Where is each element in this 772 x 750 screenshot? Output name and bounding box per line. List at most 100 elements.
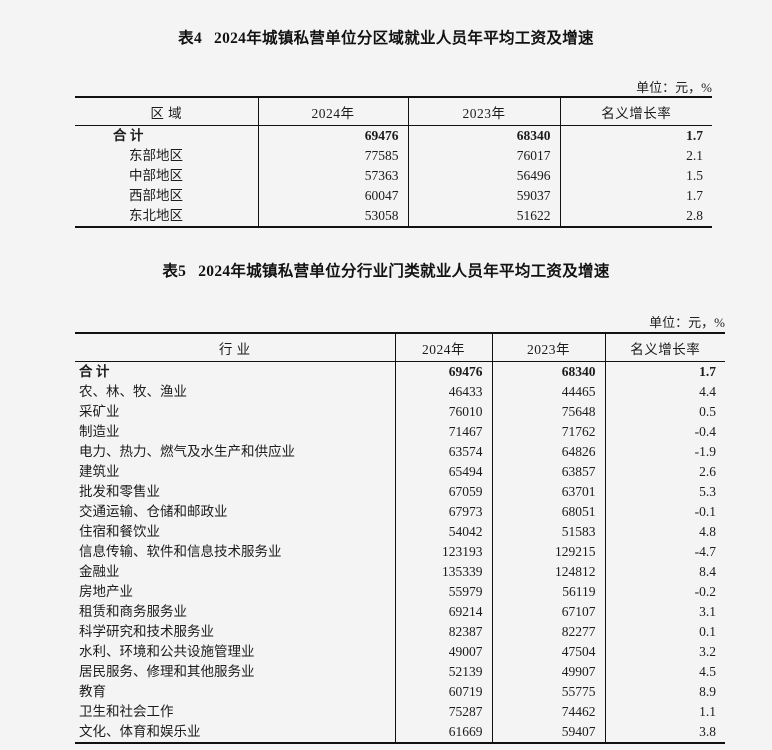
- table5-row-label: 科学研究和技术服务业: [79, 624, 214, 639]
- table5-cell-y2024: 61669: [394, 722, 492, 744]
- table5-cell-rate: 4.5: [604, 662, 725, 682]
- table4-row-label: 合 计: [75, 125, 258, 146]
- table4-row: 东北地区 53058 51622 2.8: [75, 206, 712, 228]
- table5-cell-rate: 0.1: [604, 622, 725, 642]
- table5-cell-y2023: 49907: [491, 662, 605, 682]
- table5-cell-rate: 2.6: [604, 462, 725, 482]
- table5-row-label: 水利、环境和公共设施管理业: [79, 644, 255, 659]
- table5-row-label: 信息传输、软件和信息技术服务业: [79, 544, 282, 559]
- table5-cell-rate: -1.9: [604, 442, 725, 462]
- table5-cell-rate: 3.8: [604, 722, 725, 744]
- table5-row: 交通运输、仓储和邮政业 67973 68051 -0.1: [75, 502, 725, 522]
- table5-row-label: 合 计: [75, 361, 395, 382]
- table4: 区 域 2024年 2023年 名义增长率合 计 69476 68340 1.7 东部地区 77…: [75, 96, 712, 228]
- table5-cell-y2024: 55979: [394, 582, 492, 602]
- table5-row-label: 建筑业: [79, 464, 120, 479]
- table5-cell-y2023: 129215: [491, 542, 605, 562]
- table4-cell-y2024: 69476: [257, 125, 408, 146]
- table5-cell-y2023: 68051: [491, 502, 605, 522]
- table5-row-label: 金融业: [79, 564, 120, 579]
- table5-cell-rate: 8.9: [604, 682, 725, 702]
- table5-cell-rate: 3.1: [604, 602, 725, 622]
- table4-cell-rate: 1.7: [559, 125, 712, 146]
- table4-row: 东部地区 77585 76017 2.1: [75, 146, 712, 166]
- table5-cell-y2024: 49007: [394, 642, 492, 662]
- table5-cell-rate: 3.2: [604, 642, 725, 662]
- table5-row-label: 居民服务、修理和其他服务业: [79, 664, 255, 679]
- table5-cell-rate: -0.1: [604, 502, 725, 522]
- table4-unit-note: 单位：元，%: [636, 80, 712, 95]
- table5-row-label: 教育: [79, 684, 106, 699]
- table5-row: 建筑业 65494 63857 2.6: [75, 462, 725, 482]
- table4-row-label: 东部地区: [129, 148, 183, 163]
- table5-row-label: 住宿和餐饮业: [79, 524, 160, 539]
- table5-cell-y2024: 76010: [394, 402, 492, 422]
- table5-row: 采矿业 76010 75648 0.5: [75, 402, 725, 422]
- table5-title-text: 2024年城镇私营单位分行业门类就业人员年平均工资及增速: [198, 263, 610, 280]
- table4-cell-y2024: 53058: [257, 206, 408, 228]
- table5-cell-rate: 8.4: [604, 562, 725, 582]
- table5-cell-y2023: 68340: [491, 361, 605, 382]
- table4-cell-y2024: 60047: [257, 186, 408, 206]
- table5-row: 合 计 69476 68340 1.7: [75, 361, 725, 382]
- table5-cell-y2023: 56119: [491, 582, 605, 602]
- table5-cell-y2023: 67107: [491, 602, 605, 622]
- table5-cell-y2024: 67059: [394, 482, 492, 502]
- table5-col-header: 2023年: [491, 332, 605, 362]
- table5-cell-y2023: 71762: [491, 422, 605, 442]
- table5-row: 制造业 71467 71762 -0.4: [75, 422, 725, 442]
- table5-row: 文化、体育和娱乐业 61669 59407 3.8: [75, 722, 725, 744]
- table4-cell-y2023: 76017: [407, 146, 560, 166]
- table4-row-label: 东北地区: [75, 206, 258, 228]
- table5-cell-y2023: 64826: [491, 442, 605, 462]
- table4-cell-rate: 2.1: [559, 146, 712, 166]
- table4-title-text: 2024年城镇私营单位分区域就业人员年平均工资及增速: [214, 30, 594, 47]
- table5-cell-y2023: 124812: [491, 562, 605, 582]
- table5-cell-y2024: 69476: [394, 361, 492, 382]
- table5-cell-rate: 5.3: [604, 482, 725, 502]
- table5-cell-y2023: 59407: [491, 722, 605, 744]
- table5-cell-y2024: 46433: [394, 382, 492, 402]
- table4-row-label: 中部地区: [129, 168, 183, 183]
- table5-cell-y2023: 63857: [491, 462, 605, 482]
- table4-row-label: 西部地区: [129, 188, 183, 203]
- table5-cell-y2024: 135339: [394, 562, 492, 582]
- table4-title-number: 表4: [178, 30, 203, 47]
- table4-row: 合 计 69476 68340 1.7: [75, 125, 712, 146]
- table5-cell-y2024: 65494: [394, 462, 492, 482]
- table4-cell-y2024: 57363: [257, 166, 408, 186]
- table5-row-label: 采矿业: [79, 404, 120, 419]
- table5-cell-y2023: 75648: [491, 402, 605, 422]
- table4-col-header: 2023年: [407, 96, 560, 126]
- table5-cell-y2024: 82387: [394, 622, 492, 642]
- table5-cell-rate: 0.5: [604, 402, 725, 422]
- table4-col-header: 2024年: [257, 96, 408, 126]
- table5-row: 房地产业 55979 56119 -0.2: [75, 582, 725, 602]
- table4-cell-rate: 1.7: [559, 186, 712, 206]
- table5-cell-rate: -4.7: [604, 542, 725, 562]
- table4-cell-rate: 2.8: [559, 206, 712, 228]
- table5-row: 电力、热力、燃气及水生产和供应业 63574 64826 -1.9: [75, 442, 725, 462]
- table5-row-label: 制造业: [79, 424, 120, 439]
- table5-row-label: 房地产业: [79, 584, 133, 599]
- table5-row-label: 农、林、牧、渔业: [79, 384, 187, 399]
- table5-cell-y2024: 67973: [394, 502, 492, 522]
- table5-cell-y2023: 74462: [491, 702, 605, 722]
- table4-row: 中部地区 57363 56496 1.5: [75, 166, 712, 186]
- table5-cell-y2023: 55775: [491, 682, 605, 702]
- table4-cell-y2023: 51622: [407, 206, 560, 228]
- table5-row-label: 租赁和商务服务业: [79, 604, 187, 619]
- table4-cell-y2024: 77585: [257, 146, 408, 166]
- table5-body: 行 业 2024年 2023年 名义增长率合 计 69476 68340 1.7 农、林、牧、…: [75, 332, 725, 744]
- table5-cell-y2023: 51583: [491, 522, 605, 542]
- table5-cell-rate: 1.7: [604, 361, 725, 382]
- table5-col-header: 行 业: [75, 332, 395, 362]
- table5-cell-rate: 4.8: [604, 522, 725, 542]
- table5-row: 批发和零售业 67059 63701 5.3: [75, 482, 725, 502]
- table5-row: 卫生和社会工作 75287 74462 1.1: [75, 702, 725, 722]
- table5-title: 表5 2024年城镇私营单位分行业门类就业人员年平均工资及增速: [0, 259, 772, 281]
- table5-cell-rate: -0.4: [604, 422, 725, 442]
- table5-cell-y2024: 52139: [394, 662, 492, 682]
- table4-col-header: 区 域: [75, 96, 258, 126]
- table4-col-header: 名义增长率: [559, 96, 712, 126]
